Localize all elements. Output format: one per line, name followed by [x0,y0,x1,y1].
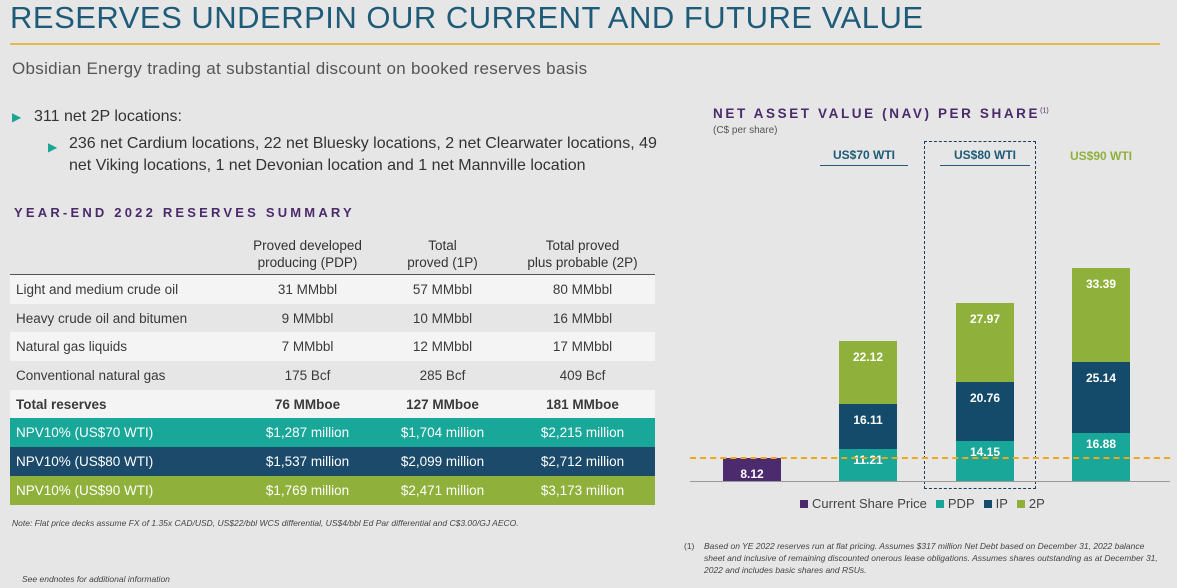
table-row: Light and medium crude oil 31 MMbbl 57 M… [10,274,655,304]
bullet-triangle-icon: ▶ [48,140,58,154]
cell-1p: $2,471 million [375,475,510,505]
cell-pdp: $1,537 million [240,447,375,476]
bullet-sub: ▶ 236 net Cardium locations, 22 net Blue… [12,133,669,177]
reserves-section-title: YEAR-END 2022 RESERVES SUMMARY [14,205,355,220]
row-label: Heavy crude oil and bitumen [16,310,188,326]
bar-ip-3: 25.14 [1072,362,1130,434]
bullet-triangle-icon: ▶ [12,110,22,124]
legend-item-2p: 2P [1016,496,1045,511]
bullet-main: ▶ 311 net 2P locations: [12,108,669,126]
row-label: NPV10% (US$90 WTI) [10,475,240,505]
cell-pdp: 31 MMbbl [240,274,375,304]
cell-pdp: $1,769 million [240,475,375,505]
cell-1p: 10 MMbbl [412,310,473,326]
header-label [10,235,240,275]
bar-pdp-2: 14.15 [956,441,1014,481]
row-label: Conventional natural gas [16,367,166,383]
cell-1p: 12 MMbbl [375,332,510,362]
header-1p: Total proved (1P) [375,235,510,275]
cell-1p: 57 MMbbl [375,274,510,304]
page-subtitle: Obsidian Energy trading at substantial d… [12,59,588,78]
footnote-number: (1) [684,541,695,551]
locations-bullets: ▶ 311 net 2P locations: ▶ 236 net Cardiu… [12,108,669,177]
cell-pdp: 175 Bcf [284,367,331,383]
bar-ip-1: 16.11 [839,403,897,450]
bar-pdp-1: 11.21 [839,449,897,481]
chart-legend: Current Share Price PDP IP 2P [800,496,1054,511]
legend-swatch [983,499,992,508]
table-row: Conventional natural gas 175 Bcf 285 Bcf… [10,361,655,390]
cell-pdp: $1,287 million [240,418,375,448]
legend-item-ip: IP [983,496,1008,511]
title-divider [10,43,1160,45]
highlight-80-box [924,141,1036,489]
legend-swatch [935,499,944,508]
table-note: Note: Flat price decks assume FX of 1.35… [12,518,519,528]
bar-2p-1: 22.12 [839,341,897,404]
scenario-label-80: US$80 WTI [940,148,1030,166]
cell-1p: 127 MMboe [375,389,510,419]
bar-current-share-price-0: 8.12 [723,458,781,481]
row-label: Total reserves [10,389,240,419]
table-row-total: Total reserves 76 MMboe 127 MMboe 181 MM… [10,389,655,419]
legend-swatch [800,499,808,508]
nav-chart: US$70 WTI US$80 WTI US$90 WTI 8.12 11.21 1… [690,135,1170,495]
table-row-npv70: NPV10% (US$70 WTI) $1,287 million $1,704… [10,418,655,448]
cell-2p: $2,215 million [510,418,655,448]
nav-chart-title: NET ASSET VALUE (NAV) PER SHARE(1) [713,106,1049,121]
legend-item-pdp: PDP [935,496,975,511]
table-header-row: Proved developed producing (PDP) Total pro… [10,235,655,275]
row-label: NPV10% (US$70 WTI) [10,418,240,448]
scenario-label-70: US$70 WTI [820,148,908,166]
row-label: Light and medium crude oil [10,274,240,304]
scenario-label-90: US$90 WTI [1069,149,1132,163]
cell-2p: 181 MMboe [510,389,655,419]
cell-2p: 80 MMbbl [510,274,655,304]
reserves-table: Proved developed producing (PDP) Total pro… [10,235,655,505]
chart-baseline [690,481,1170,482]
row-label: Natural gas liquids [10,332,240,362]
bar-ip-2: 20.76 [956,382,1014,442]
table-row: Natural gas liquids 7 MMbbl 12 MMbbl 17 … [10,332,655,362]
cell-2p: $3,173 million [510,475,655,505]
legend-swatch [1016,499,1025,508]
bullet-sub-text: 236 net Cardium locations, 22 net Bluesk… [69,135,657,174]
cell-1p: 285 Bcf [419,367,466,383]
bar-2p-3: 33.39 [1072,267,1130,363]
chart-footnote: (1) Based on YE 2022 reserves run at fla… [684,540,1164,576]
endnote-reference: See endnotes for additional information [22,574,170,584]
bar-2p-2: 27.97 [956,303,1014,383]
table-row-npv80: NPV10% (US$80 WTI) $1,537 million $2,099… [10,447,655,476]
header-2p: Total proved plus probable (2P) [510,235,655,275]
cell-2p: 17 MMbbl [510,332,655,362]
cell-2p: 409 Bcf [559,367,606,383]
bullet-main-text: 311 net 2P locations: [34,108,182,125]
cell-pdp: 76 MMboe [240,389,375,419]
footnote-text: Based on YE 2022 reserves run at flat pr… [704,541,1158,575]
cell-1p: $2,099 million [375,447,510,476]
page-title: RESERVES UNDERPIN OUR CURRENT AND FUTURE… [10,0,924,35]
cell-pdp: 9 MMbbl [281,310,334,326]
cell-2p: 16 MMbbl [552,310,613,326]
cell-pdp: 7 MMbbl [240,332,375,362]
cell-2p: $2,712 million [510,447,655,476]
nav-chart-subtitle: (C$ per share) [713,125,778,136]
legend-item-current: Current Share Price [800,496,927,511]
header-pdp: Proved developed producing (PDP) [240,235,375,275]
row-label: NPV10% (US$80 WTI) [10,447,240,476]
current-price-line [690,457,1170,460]
cell-1p: $1,704 million [375,418,510,448]
table-row-npv90: NPV10% (US$90 WTI) $1,769 million $2,471… [10,475,655,505]
table-row: Heavy crude oil and bitumen 9 MMbbl 10 M… [10,304,655,333]
